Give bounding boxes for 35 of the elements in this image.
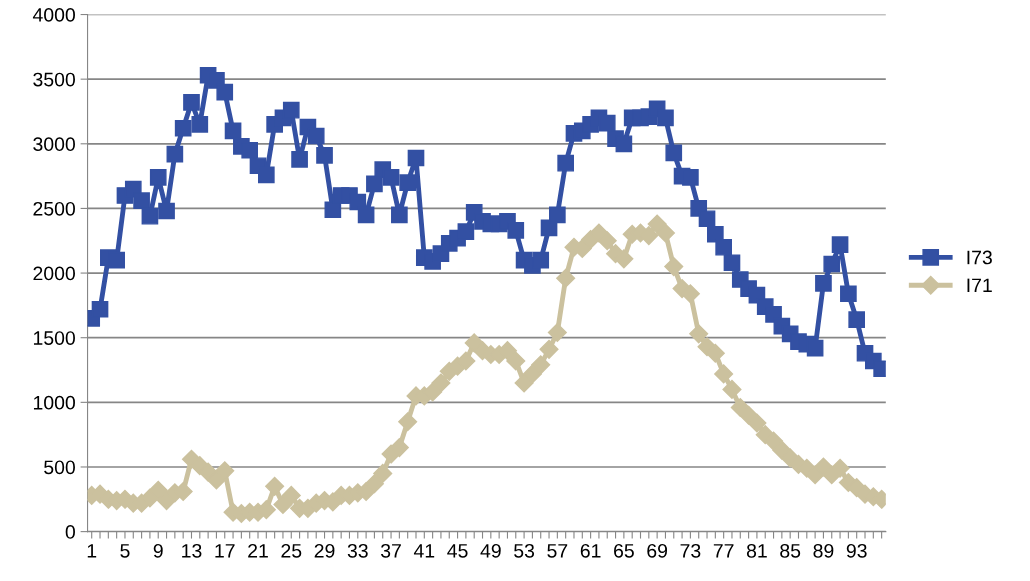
x-tick-label: 41 [413,544,435,558]
y-tick-label: 2500 [33,201,75,216]
y-tick-label: 3500 [33,72,75,87]
x-tick-label: 69 [647,543,668,558]
x-tick-label: 25 [281,543,302,558]
x-tick-label: 49 [480,543,501,558]
x-tick-label: 29 [314,543,335,558]
legend-label: I71 [967,278,992,293]
y-tick-label: 0 [65,525,75,539]
x-tick-label: 93 [846,543,867,558]
x-tick-label: 45 [447,544,468,558]
y-tick-label: 4000 [32,7,75,22]
x-tick-label: 81 [746,543,767,558]
y-tick-label: 500 [44,460,75,475]
x-tick-label: 85 [780,543,801,558]
y-tick-label: 3000 [33,137,75,152]
x-tick-label: 77 [713,544,734,558]
x-tick-label: 21 [248,543,268,558]
x-tick-label: 5 [120,544,130,558]
legend-label: I73 [967,250,992,265]
x-tick-label: 9 [153,543,163,558]
x-tick-label: 33 [347,543,368,558]
x-tick-label: 57 [547,544,568,558]
x-tick-label: 37 [380,543,401,558]
x-tick-label: 65 [614,543,634,558]
y-tick-label: 1500 [33,331,75,345]
x-tick-label: 17 [215,544,235,558]
x-tick-label: 1 [87,544,97,558]
x-tick-label: 73 [680,543,701,558]
y-tick-label: 2000 [33,266,75,281]
x-tick-label: 53 [514,543,535,558]
x-tick-label: 13 [182,543,202,558]
x-tick-label: 61 [580,543,601,558]
y-tick-label: 1000 [33,395,75,410]
x-tick-label: 89 [813,543,834,558]
